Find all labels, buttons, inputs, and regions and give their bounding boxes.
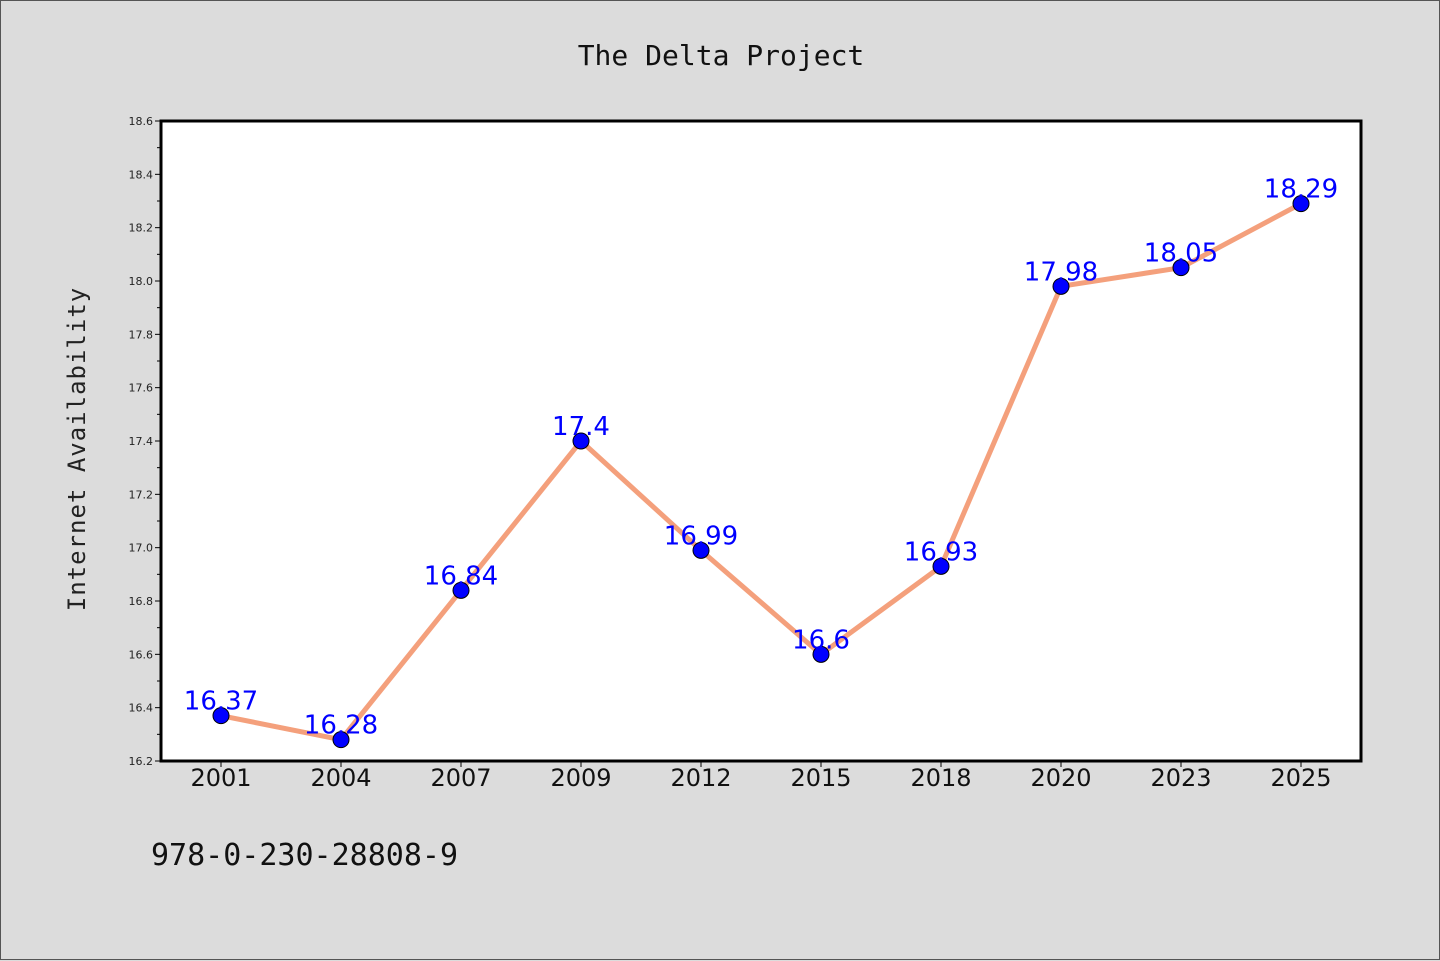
- data-point: [692, 541, 710, 559]
- x-tick-label: 2012: [670, 764, 731, 792]
- data-point: [572, 432, 590, 450]
- data-label: 18.29: [1264, 175, 1338, 205]
- x-axis: 2001 2004 2007 2009 2012 2015 2018 2020 2023 2025: [190, 761, 1332, 792]
- data-label: 17.4: [552, 412, 610, 442]
- data-label: 16.6: [792, 625, 850, 655]
- plot-area: [159, 119, 1363, 763]
- data-label: 16.37: [184, 687, 258, 717]
- data-label: 16.84: [424, 561, 498, 591]
- x-tick-label: 2001: [190, 764, 251, 792]
- series-line: [218, 201, 1304, 743]
- y-tick-label: 17.6: [129, 382, 154, 395]
- y-tick-label: 18.0: [129, 275, 154, 288]
- series-layer: 16.37 16.28 16.84 17.4 16.99 16.6 16.93 17.98 18…: [184, 175, 1338, 749]
- data-point: [212, 707, 230, 725]
- x-tick-label: 2009: [550, 764, 611, 792]
- y-tick-label: 16.6: [129, 648, 154, 661]
- isbn-text: 978-0-230-28808-9: [151, 838, 458, 873]
- y-tick-label: 17.8: [129, 328, 154, 341]
- data-point: [452, 581, 470, 599]
- x-tick-label: 2020: [1030, 764, 1091, 792]
- y-tick-label: 17.4: [129, 435, 154, 448]
- x-tick-label: 2004: [310, 764, 371, 792]
- y-tick-label: 17.0: [129, 542, 154, 555]
- x-tick-label: 2007: [430, 764, 491, 792]
- data-point: [932, 557, 950, 575]
- y-tick-label: 16.4: [129, 702, 154, 715]
- chart-title: The Delta Project: [578, 39, 865, 72]
- data-point: [1292, 195, 1310, 213]
- data-label: 17.98: [1024, 257, 1098, 287]
- y-tick-label: 16.2: [129, 755, 154, 768]
- data-label: 16.93: [904, 537, 978, 567]
- x-tick-label: 2025: [1270, 764, 1331, 792]
- data-point: [1052, 277, 1070, 295]
- y-tick-label: 18.6: [129, 115, 154, 128]
- y-axis: 16.2 16.4 16.6 16.8 17.0 17.2 17.4 17.6 17.8 18.0…: [129, 115, 161, 768]
- x-tick-label: 2018: [910, 764, 971, 792]
- y-tick-label: 18.2: [129, 222, 154, 235]
- data-point: [812, 645, 830, 663]
- y-tick-label: 17.2: [129, 488, 154, 501]
- y-axis-label: Internet Availability: [63, 287, 91, 611]
- data-label: 18.05: [1144, 239, 1218, 269]
- data-point: [332, 731, 350, 749]
- x-tick-label: 2023: [1150, 764, 1211, 792]
- y-tick-label: 18.4: [129, 168, 154, 181]
- x-tick-label: 2015: [790, 764, 851, 792]
- data-label: 16.99: [664, 521, 738, 551]
- y-tick-label: 16.8: [129, 595, 154, 608]
- data-label: 16.28: [304, 711, 378, 741]
- data-point: [1172, 259, 1190, 277]
